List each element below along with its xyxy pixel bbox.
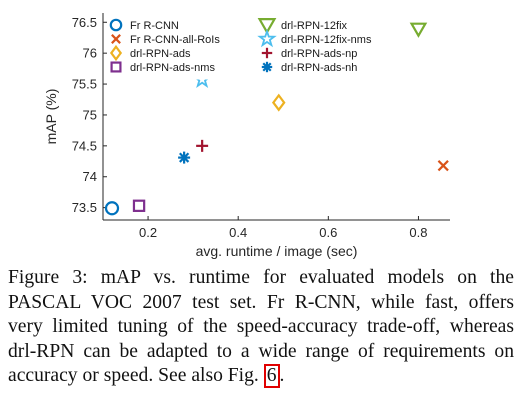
x-tick-label: 0.8 — [409, 225, 427, 240]
legend-marker — [109, 18, 123, 32]
caption-line: accuracy or speed. See also Fig. 6. — [8, 364, 514, 389]
legend-marker — [110, 61, 122, 73]
data-point — [132, 199, 146, 212]
legend-marker — [257, 28, 277, 48]
data-point — [178, 151, 191, 164]
y-tick-label: 74.5 — [72, 138, 97, 153]
x-tick-label: 0.2 — [139, 225, 157, 240]
y-tick-label: 75 — [83, 107, 97, 122]
figure-caption: Figure 3: mAP vs. runtime for evaluated … — [8, 266, 514, 389]
legend-label: drl-RPN-ads-nms — [130, 62, 215, 74]
y-tick-label: 74 — [83, 169, 97, 184]
x-tick-label: 0.4 — [229, 225, 247, 240]
data-point — [104, 201, 120, 216]
x-axis-ticks: 0.2 0.4 0.6 0.8 — [139, 216, 427, 240]
legend-label: drl-RPN-ads-np — [281, 48, 357, 60]
legend-marker — [109, 44, 123, 62]
data-point — [271, 93, 286, 112]
legend-marker — [111, 34, 121, 44]
caption-line: PASCAL VOC 2007 test set. Fr R-CNN, whil… — [8, 291, 514, 313]
x-axis-label: avg. runtime / image (sec) — [196, 243, 358, 259]
legend-label: drl-RPN-ads-nh — [281, 62, 357, 74]
figure-reference-link[interactable]: 6 — [263, 364, 280, 389]
legend-label: drl-RPN-12fix — [281, 20, 348, 32]
legend-label: Fr R-CNN-all-RoIs — [130, 34, 220, 46]
y-tick-label: 73.5 — [72, 200, 97, 215]
legend-label: drl-RPN-ads — [130, 48, 191, 60]
legend-marker — [261, 61, 273, 73]
y-tick-label: 76 — [83, 46, 97, 61]
x-tick-label: 0.6 — [319, 225, 337, 240]
caption-line: very limited tuning of the speed-accurac… — [8, 316, 514, 338]
scatter-chart: 0.2 0.4 0.6 0.8 73.5 74 74.5 75 75.5 76 76.5 Fr R… — [43, 13, 450, 259]
axes — [102, 13, 450, 221]
data-point — [437, 160, 449, 172]
y-axis-ticks: 73.5 74 74.5 75 75.5 76 76.5 — [72, 15, 107, 215]
caption-text: . — [279, 365, 285, 387]
y-axis-label: mAP (%) — [43, 89, 59, 145]
legend: Fr R-CNN Fr R-CNN-all-RoIs drl-RPN-ads drl-… — [108, 14, 372, 80]
legend-label: drl-RPN-12fix-nms — [281, 34, 372, 46]
caption-text: accuracy or speed. See also Fig. — [8, 365, 259, 387]
legend-marker — [257, 18, 277, 35]
y-tick-label: 76.5 — [72, 15, 97, 30]
data-point — [196, 139, 209, 152]
legend-marker — [261, 47, 273, 59]
y-tick-label: 75.5 — [72, 77, 97, 92]
legend-box — [108, 14, 368, 80]
data-point — [409, 22, 428, 38]
caption-line: Figure 3: mAP vs. runtime for evaluated … — [8, 267, 514, 288]
legend-label: Fr R-CNN — [130, 20, 179, 32]
caption-line: drl-RPN can be adapted to a wide range o… — [8, 340, 514, 362]
